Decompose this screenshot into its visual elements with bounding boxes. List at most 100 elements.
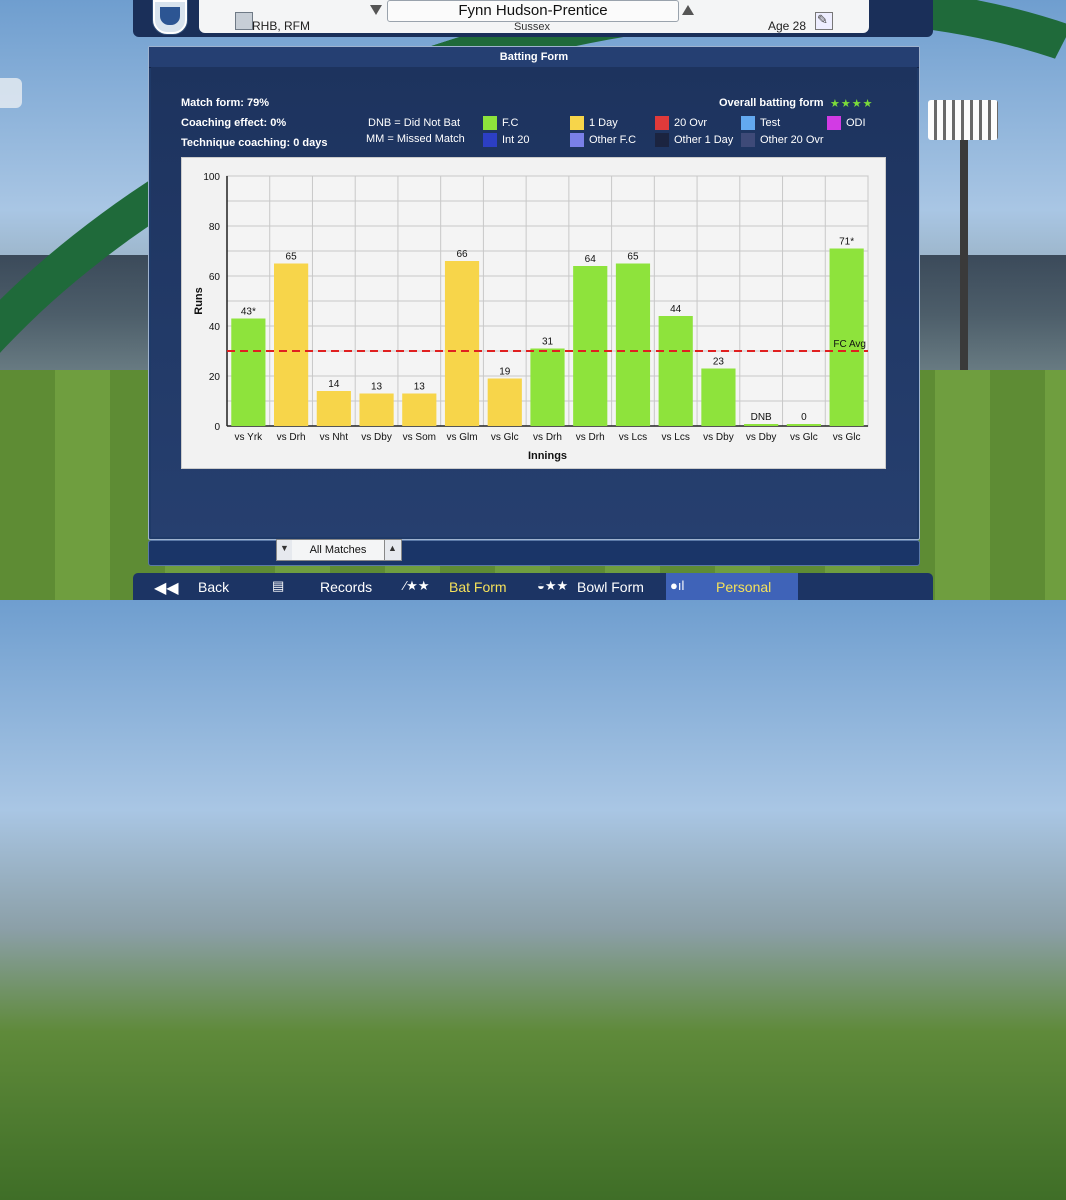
x-tick-label: vs Som <box>403 432 436 443</box>
bat-form-icon[interactable]: ⁄★★ <box>404 578 430 593</box>
batting-style-icon <box>235 12 253 30</box>
x-tick-label: vs Nht <box>320 432 349 443</box>
x-tick-label: vs Glc <box>790 432 818 443</box>
records-book-icon[interactable]: ▤ <box>272 578 285 593</box>
bar-value-label: 13 <box>414 382 426 393</box>
x-axis-label: Innings <box>528 450 567 462</box>
legend-label-other-fc: Other F.C <box>589 134 637 146</box>
bowl-form-icon[interactable]: ◒★★ <box>537 578 569 593</box>
legend-swatch-other-20ovr <box>741 133 755 147</box>
bar <box>274 263 309 426</box>
personal-stats-icon[interactable]: ●ıl <box>670 578 685 593</box>
legend-label-odi: ODI <box>846 117 866 129</box>
nav-bat-form[interactable]: Bat Form <box>449 579 507 595</box>
y-tick-label: 0 <box>214 422 220 433</box>
mm-note: MM = Missed Match <box>366 133 465 145</box>
legend-label-other-1day: Other 1 Day <box>674 134 734 146</box>
floodlight-right <box>928 100 998 140</box>
bottom-nav <box>133 573 933 600</box>
y-tick-label: 20 <box>209 372 221 383</box>
overall-form-stars: ★★★★ <box>830 98 874 110</box>
bar-value-label: 66 <box>456 249 468 260</box>
legend-swatch-odi <box>827 116 841 130</box>
x-tick-label: vs Dby <box>361 432 392 443</box>
previous-player-arrow-icon[interactable] <box>370 5 382 15</box>
bar <box>316 391 351 426</box>
fc-average-label: FC Avg <box>833 339 866 350</box>
dnb-note: DNB = Did Not Bat <box>368 117 461 129</box>
x-tick-label: vs Drh <box>576 432 605 443</box>
overall-form-label: Overall batting form <box>719 97 824 109</box>
x-tick-label: vs Lcs <box>662 432 690 443</box>
legend-swatch-20ovr <box>655 116 669 130</box>
x-tick-label: vs Glm <box>446 432 477 443</box>
bar-value-label: 44 <box>670 304 682 315</box>
club-badge-icon[interactable] <box>153 0 187 34</box>
floodlight-left <box>0 78 22 108</box>
x-tick-label: vs Lcs <box>619 432 647 443</box>
filter-next-button[interactable] <box>384 539 402 561</box>
legend-swatch-other-1day <box>655 133 669 147</box>
legend-label-int20: Int 20 <box>502 134 530 146</box>
bar-value-label: DNB <box>751 412 772 423</box>
batting-form-chart: 0 20 40 60 80 100 Runs 43* vs Yrk 65 vs Drh 14 vs Nh… <box>181 157 886 469</box>
legend-swatch-int20 <box>483 133 497 147</box>
legend-swatch-1day <box>570 116 584 130</box>
legend-label-1day: 1 Day <box>589 117 618 129</box>
x-tick-label: vs Glc <box>491 432 519 443</box>
x-tick-label: vs Dby <box>703 432 734 443</box>
nav-active-highlight <box>666 573 798 600</box>
bar-value-label: 31 <box>542 337 554 348</box>
player-name[interactable]: Fynn Hudson-Prentice <box>387 0 679 22</box>
next-player-arrow-icon[interactable] <box>682 5 694 15</box>
bar-value-label: 71* <box>839 237 854 248</box>
bar-value-label: 13 <box>371 382 383 393</box>
legend-label-other-20ovr: Other 20 Ovr <box>760 134 824 146</box>
bar <box>744 424 779 426</box>
bar <box>402 393 437 426</box>
y-tick-label: 80 <box>209 222 221 233</box>
bar-value-label: 65 <box>627 252 639 263</box>
legend-label-20ovr: 20 Ovr <box>674 117 708 129</box>
bar <box>487 378 522 426</box>
x-tick-label: vs Dby <box>746 432 777 443</box>
bar-value-label: 23 <box>713 357 725 368</box>
x-tick-label: vs Drh <box>533 432 562 443</box>
y-tick-label: 100 <box>203 172 220 183</box>
back-arrow-icon[interactable]: ◀◀ <box>154 580 179 597</box>
player-role: RHB, RFM <box>252 19 310 33</box>
legend-label-fc: F.C <box>502 117 519 129</box>
bar-value-label: 43* <box>241 307 256 318</box>
y-tick-label: 60 <box>209 272 221 283</box>
nav-records[interactable]: Records <box>320 579 373 595</box>
chart-svg: 0 20 40 60 80 100 Runs 43* vs Yrk 65 vs Drh 14 vs Nh… <box>193 172 869 462</box>
player-club: Sussex <box>513 21 551 33</box>
match-form: Match form: 79% <box>181 97 270 109</box>
legend-swatch-test <box>741 116 755 130</box>
bar <box>573 266 608 426</box>
y-axis-label: Runs <box>193 287 205 315</box>
nav-back[interactable]: Back <box>198 579 230 595</box>
bar-value-label: 14 <box>328 379 340 390</box>
legend-swatch-other-fc <box>570 133 584 147</box>
bar <box>231 318 266 426</box>
x-tick-label: vs Yrk <box>235 432 264 443</box>
floodlight-pole <box>960 140 968 370</box>
bar <box>829 248 864 426</box>
nav-personal[interactable]: Personal <box>716 579 772 595</box>
legend-swatch-fc <box>483 116 497 130</box>
nav-bowl-form[interactable]: Bowl Form <box>577 579 644 595</box>
bar-value-label: 65 <box>286 252 298 263</box>
bar-value-label: 0 <box>801 412 807 423</box>
player-age: Age 28 <box>768 19 807 33</box>
bar <box>530 348 565 426</box>
match-filter-select[interactable]: All Matches <box>292 539 384 561</box>
filter-bar <box>148 540 920 566</box>
bar <box>615 263 651 426</box>
x-tick-label: vs Glc <box>833 432 861 443</box>
bar <box>701 368 736 426</box>
bar <box>359 393 394 426</box>
technique-coaching: Technique coaching: 0 days <box>181 137 328 149</box>
bar <box>658 316 693 426</box>
edit-icon[interactable] <box>815 12 833 30</box>
